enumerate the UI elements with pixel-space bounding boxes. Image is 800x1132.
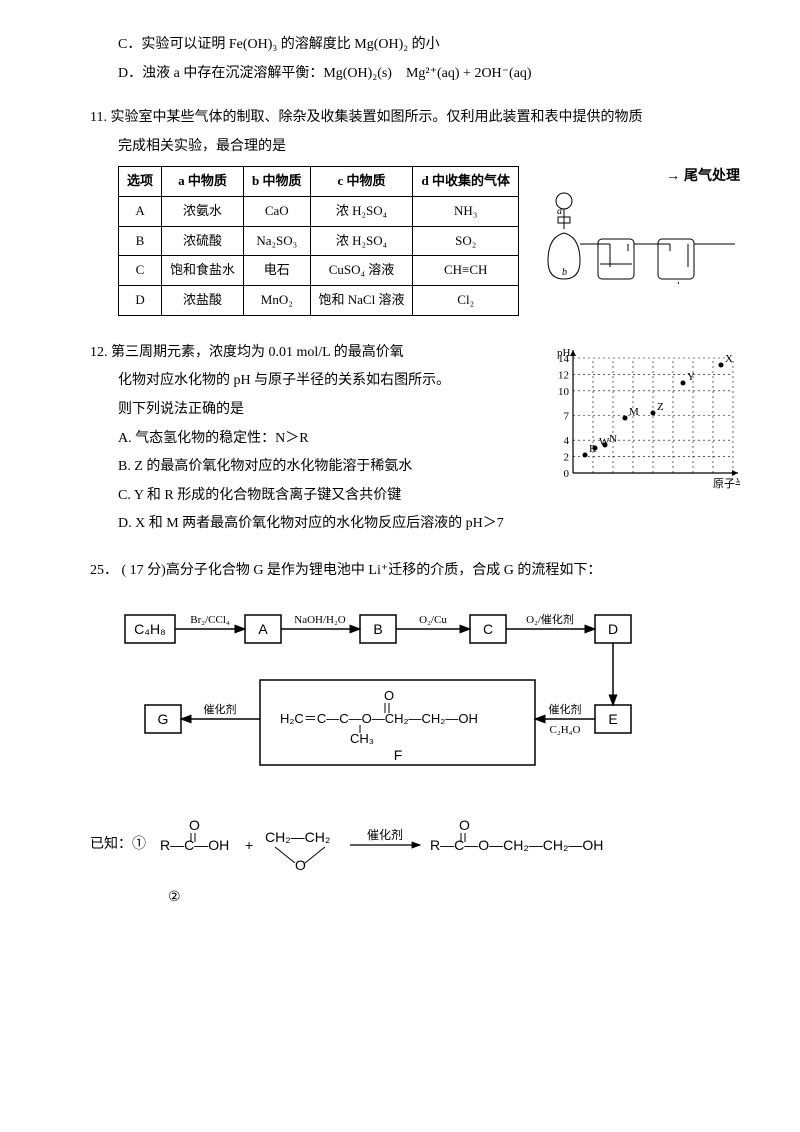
svg-text:O₂/Cu: O₂/Cu [419,614,447,626]
svg-text:C₄H₈: C₄H₈ [134,621,166,637]
svg-text:催化剂: 催化剂 [549,702,582,716]
q12-opt-b: B. Z 的最高价氧化物对应的水化物能溶于稀氨水 [90,454,535,481]
svg-text:O: O [384,688,394,703]
svg-text:0: 0 [564,468,570,480]
known-reaction-svg: R―C―OH O + CH₂―CH₂ O 催化剂 R―C―O―CH₂―CH₂―O… [150,815,630,875]
svg-text:催化剂: 催化剂 [366,827,402,842]
svg-text:Br₂/CCl₄: Br₂/CCl₄ [190,614,230,626]
q11-number: 11. [90,110,107,125]
svg-text:D: D [608,621,618,637]
th: c 中物质 [310,167,413,197]
svg-text:原子半径: 原子半径 [713,476,740,490]
svg-text:12: 12 [558,369,569,381]
svg-text:4: 4 [564,435,570,447]
th: d 中收集的气体 [413,167,518,197]
q25: 25． ( 17 分)高分子化合物 G 是作为锂电池中 Li⁺迁移的介质，合成 … [90,558,740,911]
svg-text:M: M [629,406,639,418]
svg-text:E: E [608,711,617,727]
table-row: C饱和食盐水电石CuSO₄ 溶液CH≡CH [119,256,519,286]
q11-apparatus: → 尾气处理 a [540,162,740,284]
svg-text:CH₂―CH₂: CH₂―CH₂ [265,829,330,845]
q11-stem2: 完成相关实验，最合理的是 [90,134,740,161]
svg-text:Z: Z [657,401,664,413]
svg-text:+: + [245,837,253,853]
q12: 12. 第三周期元素，浓度均为 0.01 mol/L 的最高价氧 化物对应水化物… [90,338,740,540]
svg-text:c: c [614,281,619,284]
svg-text:催化剂: 催化剂 [204,702,237,716]
q25-known2: ② [168,885,740,912]
q12-line2: 化物对应水化物的 pH 与原子半径的关系如右图所示。 [90,368,535,395]
q11-stem-line1: 11. 实验室中某些气体的制取、除杂及收集装置如图所示。仅利用此装置和表中提供的… [90,105,740,132]
apparatus-svg: a b c d [540,189,740,284]
svg-text:B: B [373,621,382,637]
q12-opt-d: D. X 和 M 两者最高价氧化物对应的水化物反应后溶液的 pH＞7 [90,511,535,538]
svg-text:O: O [459,817,470,833]
q10-opt-d: D．浊液 a 中存在沉淀溶解平衡：Mg(OH)₂(s) Mg²⁺(aq) + 2… [90,61,740,88]
svg-text:C: C [483,621,493,637]
q10-opt-c: C．实验可以证明 Fe(OH)₃ 的溶解度比 Mg(OH)₂ 的小 [90,32,740,59]
q25-number: 25． [90,563,118,578]
flow-svg: C₄H₈ A B C D E F G Br₂/CCl₄ [120,595,680,795]
table-row: D浓盐酸MnO₂饱和 NaCl 溶液Cl₂ [119,286,519,316]
tailgas-arrow: → [666,167,680,183]
svg-text:NaOH/H₂O: NaOH/H₂O [294,614,346,626]
svg-text:R―C―O―CH₂―CH₂―OH: R―C―O―CH₂―CH₂―OH [430,837,603,853]
table-header-row: 选项 a 中物质 b 中物质 c 中物质 d 中收集的气体 [119,167,519,197]
svg-text:O: O [189,817,200,833]
q11-stem1: 实验室中某些气体的制取、除杂及收集装置如图所示。仅利用此装置和表中提供的物质 [110,110,642,125]
svg-text:O₂/催化剂: O₂/催化剂 [526,612,574,626]
q25-stem: 25． ( 17 分)高分子化合物 G 是作为锂电池中 Li⁺迁移的介质，合成 … [90,558,740,585]
svg-text:CH₃: CH₃ [350,731,374,746]
q12-number: 12. [90,345,108,360]
tailgas-label: 尾气处理 [684,167,740,183]
svg-text:pH: pH [557,347,571,359]
svg-text:C₂H₄O: C₂H₄O [550,724,581,736]
table-row: A浓氨水CaO浓 H₂SO₄NH₃ [119,197,519,227]
table-row: B浓硫酸Na₂SO₃浓 H₂SO₄SO₂ [119,226,519,256]
svg-text:A: A [258,621,268,637]
svg-text:H₂C＝C―C―O―CH₂―CH₂―OH: H₂C＝C―C―O―CH₂―CH₂―OH [280,711,478,726]
svg-text:O: O [295,857,306,873]
svg-text:7: 7 [564,410,570,422]
q11-table: 选项 a 中物质 b 中物质 c 中物质 d 中收集的气体 A浓氨水CaO浓 H… [118,166,519,315]
q12-opt-c: C. Y 和 R 形成的化合物既含离子键又含共价键 [90,483,535,510]
q11: 11. 实验室中某些气体的制取、除杂及收集装置如图所示。仅利用此装置和表中提供的… [90,105,740,320]
q10-options: C．实验可以证明 Fe(OH)₃ 的溶解度比 Mg(OH)₂ 的小 D．浊液 a… [90,32,740,87]
q25-flow: C₄H₈ A B C D E F G Br₂/CCl₄ [120,595,740,795]
ph-chart-svg: 0247101214pH原子半径RWNMZYX [545,338,740,493]
svg-text:Y: Y [687,371,695,383]
q12-line1: 12. 第三周期元素，浓度均为 0.01 mol/L 的最高价氧 [90,340,535,367]
svg-text:a: a [557,206,562,217]
q12-line3: 则下列说法正确的是 [90,397,535,424]
svg-text:b: b [562,267,567,278]
svg-text:2: 2 [564,451,570,463]
svg-text:N: N [609,433,617,445]
svg-text:F: F [394,747,403,763]
q12-opt-a: A. 气态氢化物的稳定性：N＞R [90,426,535,453]
th: 选项 [119,167,162,197]
svg-text:X: X [725,353,733,365]
svg-text:d: d [674,281,680,284]
th: b 中物质 [244,167,310,197]
q12-chart: 0247101214pH原子半径RWNMZYX [545,338,740,493]
th: a 中物质 [162,167,244,197]
q25-known: 已知：① R―C―OH O + CH₂―CH₂ O 催化剂 [90,815,740,875]
svg-text:G: G [158,711,169,727]
svg-text:10: 10 [558,386,570,398]
